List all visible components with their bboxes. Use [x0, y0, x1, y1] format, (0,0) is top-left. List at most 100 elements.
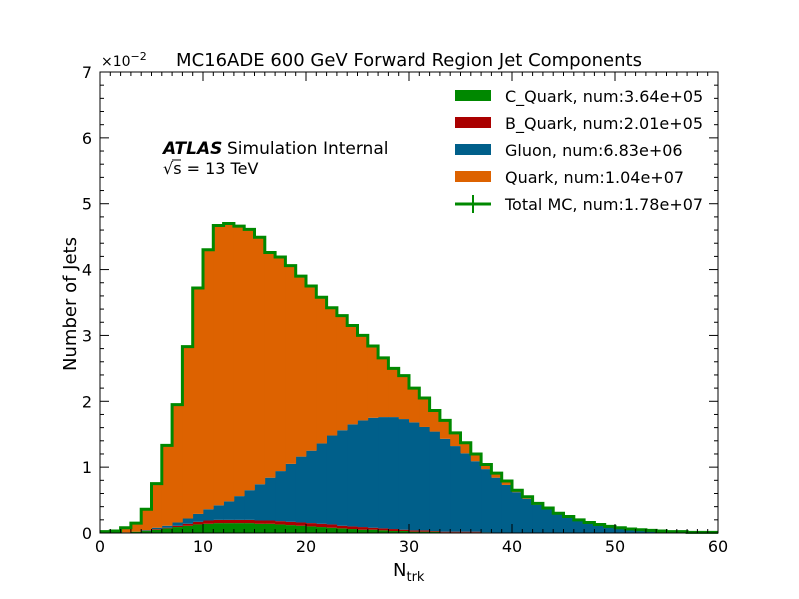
bar-gluon-bin-8 [182, 518, 194, 524]
bar-quark-bin-12 [223, 223, 235, 502]
bar-b-quark-bin-11 [213, 519, 224, 524]
bar-gluon-bin-17 [275, 471, 286, 522]
atlas-annotation: ATLAS Simulation Internal √s = 13 TeV [161, 139, 388, 178]
bar-gluon-bin-10 [203, 509, 214, 521]
bar-gluon-bin-26 [367, 417, 379, 528]
bar-gluon-bin-24 [347, 424, 358, 527]
bar-quark-bin-2 [120, 527, 132, 533]
bar-gluon-bin-6 [161, 525, 173, 528]
bar-b-quark-bin-31 [419, 530, 430, 532]
bar-gluon-bin-50 [615, 527, 626, 533]
bar-b-quark-bin-18 [285, 521, 297, 526]
y-tick-label: 6 [82, 129, 92, 148]
bar-b-quark-bin-23 [336, 525, 348, 529]
bar-gluon-bin-18 [285, 463, 297, 522]
bar-b-quark-bin-34 [450, 531, 461, 533]
bar-quark-bin-27 [378, 357, 389, 418]
bar-quark-bin-22 [326, 307, 338, 436]
bar-quark-bin-20 [306, 286, 317, 451]
bar-c-quark-bin-18 [285, 525, 297, 533]
bar-quark-bin-17 [275, 257, 286, 472]
bar-gluon-bin-23 [336, 430, 348, 526]
bar-b-quark-bin-33 [439, 531, 451, 533]
bar-b-quark-bin-22 [326, 524, 338, 528]
bar-b-quark-bin-32 [429, 531, 441, 532]
bar-quark-bin-18 [285, 265, 297, 464]
bar-c-quark-bin-3 [130, 531, 142, 533]
bar-c-quark-bin-5 [151, 529, 163, 533]
y-tick-label: 4 [82, 261, 92, 280]
x-axis-label: Ntrk [393, 560, 425, 585]
bar-c-quark-bin-20 [306, 526, 317, 533]
bar-b-quark-bin-7 [172, 525, 183, 528]
bar-quark-bin-24 [347, 325, 358, 425]
bar-gluon-bin-51 [625, 529, 636, 533]
bar-b-quark-bin-21 [316, 523, 327, 528]
bar-quark-bin-11 [213, 225, 224, 506]
bar-b-quark-bin-15 [254, 520, 266, 524]
bar-gluon-bin-5 [151, 527, 163, 530]
bar-c-quark-bin-14 [244, 523, 255, 533]
bar-gluon-bin-19 [295, 456, 307, 523]
x-tick-label: 40 [502, 537, 522, 556]
bar-quark-bin-28 [388, 368, 400, 418]
bar-c-quark-bin-24 [347, 529, 358, 533]
bar-gluon-bin-31 [419, 426, 430, 531]
y-tick-label: 3 [82, 326, 92, 345]
bar-b-quark-bin-30 [409, 530, 420, 532]
bar-quark-bin-13 [233, 226, 245, 497]
bar-quark-bin-39 [501, 480, 513, 485]
bar-quark-bin-16 [264, 252, 276, 478]
y-tick-label: 0 [82, 524, 92, 543]
bar-gluon-bin-21 [316, 443, 327, 524]
bar-b-quark-bin-13 [233, 519, 245, 524]
bar-quark-bin-21 [316, 297, 327, 444]
bar-b-quark-bin-35 [460, 531, 472, 533]
bar-quark-bin-33 [439, 420, 451, 439]
bar-gluon-bin-43 [542, 509, 554, 533]
bar-gluon-bin-37 [481, 469, 492, 533]
bar-quark-bin-23 [336, 315, 348, 431]
legend-swatch-b-quark [455, 117, 491, 128]
bar-b-quark-bin-12 [223, 519, 235, 524]
bar-quark-bin-37 [481, 464, 492, 470]
legend-label-gluon: Gluon, num:6.83e+06 [505, 141, 683, 160]
x-tick-label: 10 [193, 537, 213, 556]
bar-gluon-bin-9 [192, 513, 204, 522]
bar-b-quark-bin-16 [264, 520, 276, 524]
bar-gluon-bin-28 [388, 417, 400, 530]
bar-gluon-bin-29 [398, 419, 410, 530]
y-tick-labels: 0 1 2 3 4 5 6 7 [82, 63, 92, 543]
bar-b-quark-bin-14 [244, 519, 255, 524]
bar-gluon-bin-41 [522, 498, 533, 533]
atlas-status: Simulation Internal [227, 139, 388, 159]
bar-quark-bin-31 [419, 397, 430, 427]
bar-quark-bin-15 [254, 237, 266, 485]
bar-gluon-bin-13 [233, 496, 245, 520]
legend-label-quark: Quark, num:1.04e+07 [505, 168, 684, 187]
bar-quark-bin-32 [429, 410, 441, 432]
bar-gluon-bin-30 [409, 422, 420, 531]
bar-quark-bin-19 [295, 276, 307, 457]
bar-b-quark-bin-36 [470, 531, 482, 533]
bar-c-quark-bin-31 [419, 531, 430, 533]
bar-gluon-bin-27 [378, 417, 389, 529]
bar-b-quark-bin-9 [192, 521, 204, 525]
y-tick-label: 5 [82, 195, 92, 214]
y-axis-label: Number of Jets [60, 237, 81, 371]
bar-gluon-bin-48 [594, 525, 606, 533]
bar-c-quark-bin-23 [336, 528, 348, 533]
bar-gluon-bin-15 [254, 484, 266, 521]
bar-c-quark-bin-12 [223, 523, 235, 533]
bar-quark-bin-5 [151, 483, 163, 528]
bar-gluon-bin-12 [223, 501, 235, 520]
legend-label-b-quark: B_Quark, num:2.01e+05 [505, 114, 703, 134]
bar-c-quark-bin-6 [161, 528, 173, 533]
bar-c-quark-bin-29 [398, 531, 410, 533]
bar-c-quark-bin-32 [429, 531, 441, 533]
legend-swatch-gluon [455, 144, 491, 155]
y-tick-label: 7 [82, 63, 92, 82]
bar-c-quark-bin-21 [316, 527, 327, 533]
bar-c-quark-bin-4 [141, 531, 152, 533]
bar-b-quark-bin-5 [151, 529, 163, 530]
